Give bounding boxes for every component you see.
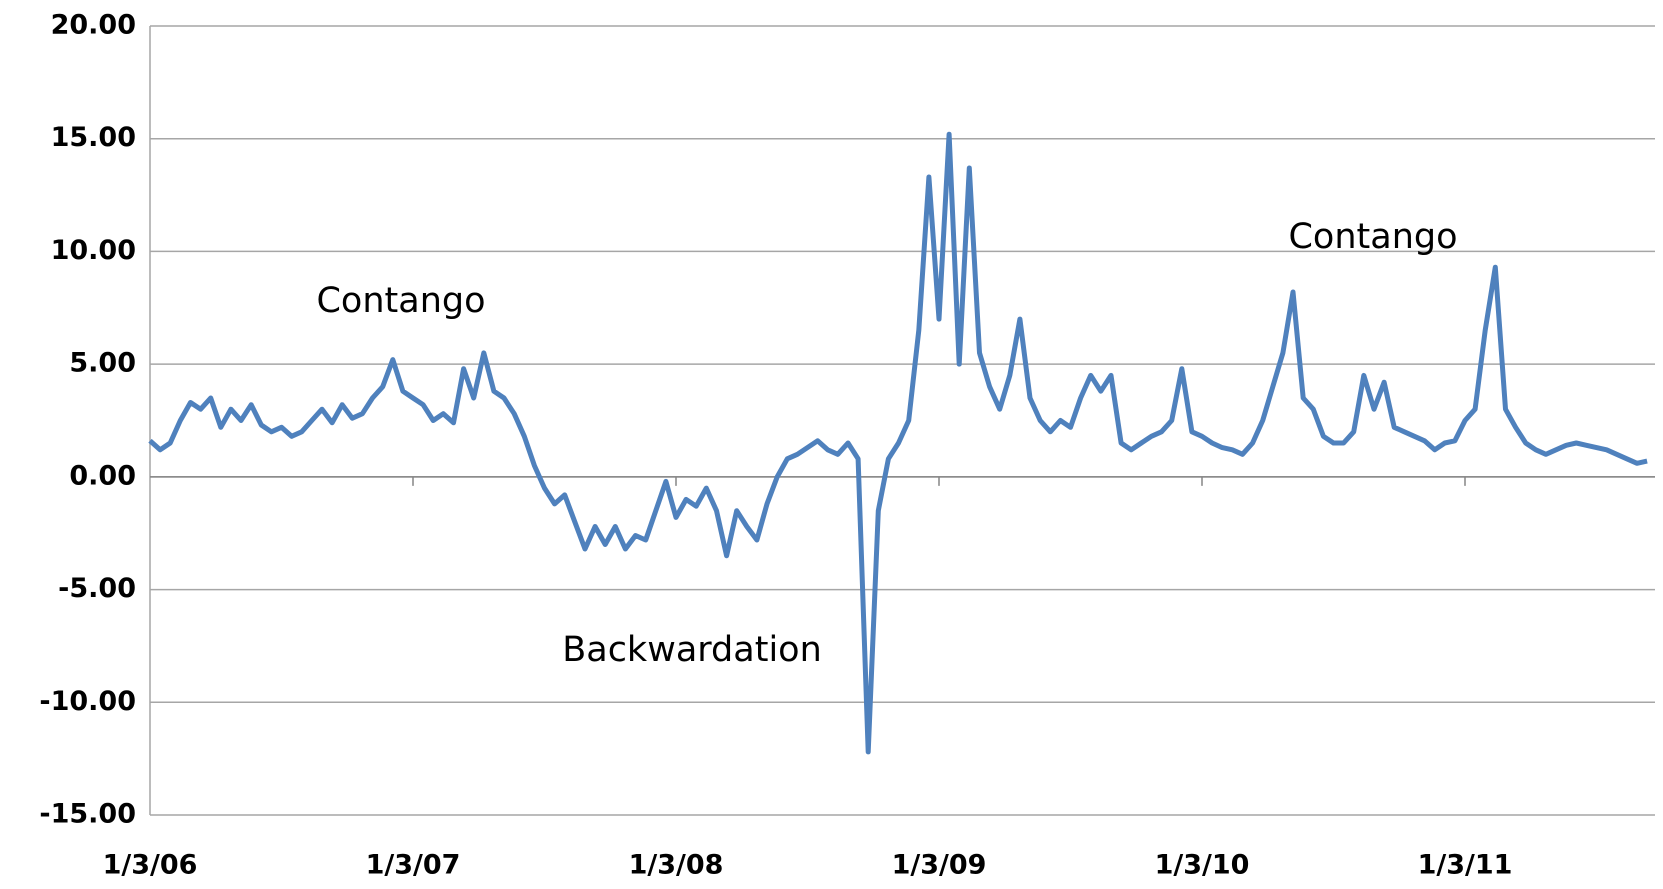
annotation: Contango bbox=[1288, 217, 1457, 257]
y-tick-label: 20.00 bbox=[51, 10, 136, 41]
y-tick-label: 15.00 bbox=[51, 122, 136, 153]
annotation: Contango bbox=[316, 281, 485, 321]
y-tick-label: 5.00 bbox=[69, 348, 136, 379]
y-tick-label: 10.00 bbox=[51, 235, 136, 266]
x-tick-label: 1/3/10 bbox=[1155, 850, 1250, 881]
x-tick-label: 1/3/08 bbox=[629, 850, 724, 881]
x-tick-label: 1/3/11 bbox=[1418, 850, 1513, 881]
x-tick-label: 1/3/09 bbox=[892, 850, 987, 881]
x-tick-label: 1/3/07 bbox=[366, 850, 461, 881]
y-tick-label: -10.00 bbox=[39, 686, 136, 717]
annotation: Backwardation bbox=[562, 630, 822, 670]
y-tick-label: -5.00 bbox=[58, 573, 136, 604]
y-tick-label: 0.00 bbox=[69, 460, 136, 491]
data-line bbox=[148, 131, 1648, 755]
y-tick-label: -15.00 bbox=[39, 799, 136, 830]
x-tick-label: 1/3/06 bbox=[103, 850, 198, 881]
